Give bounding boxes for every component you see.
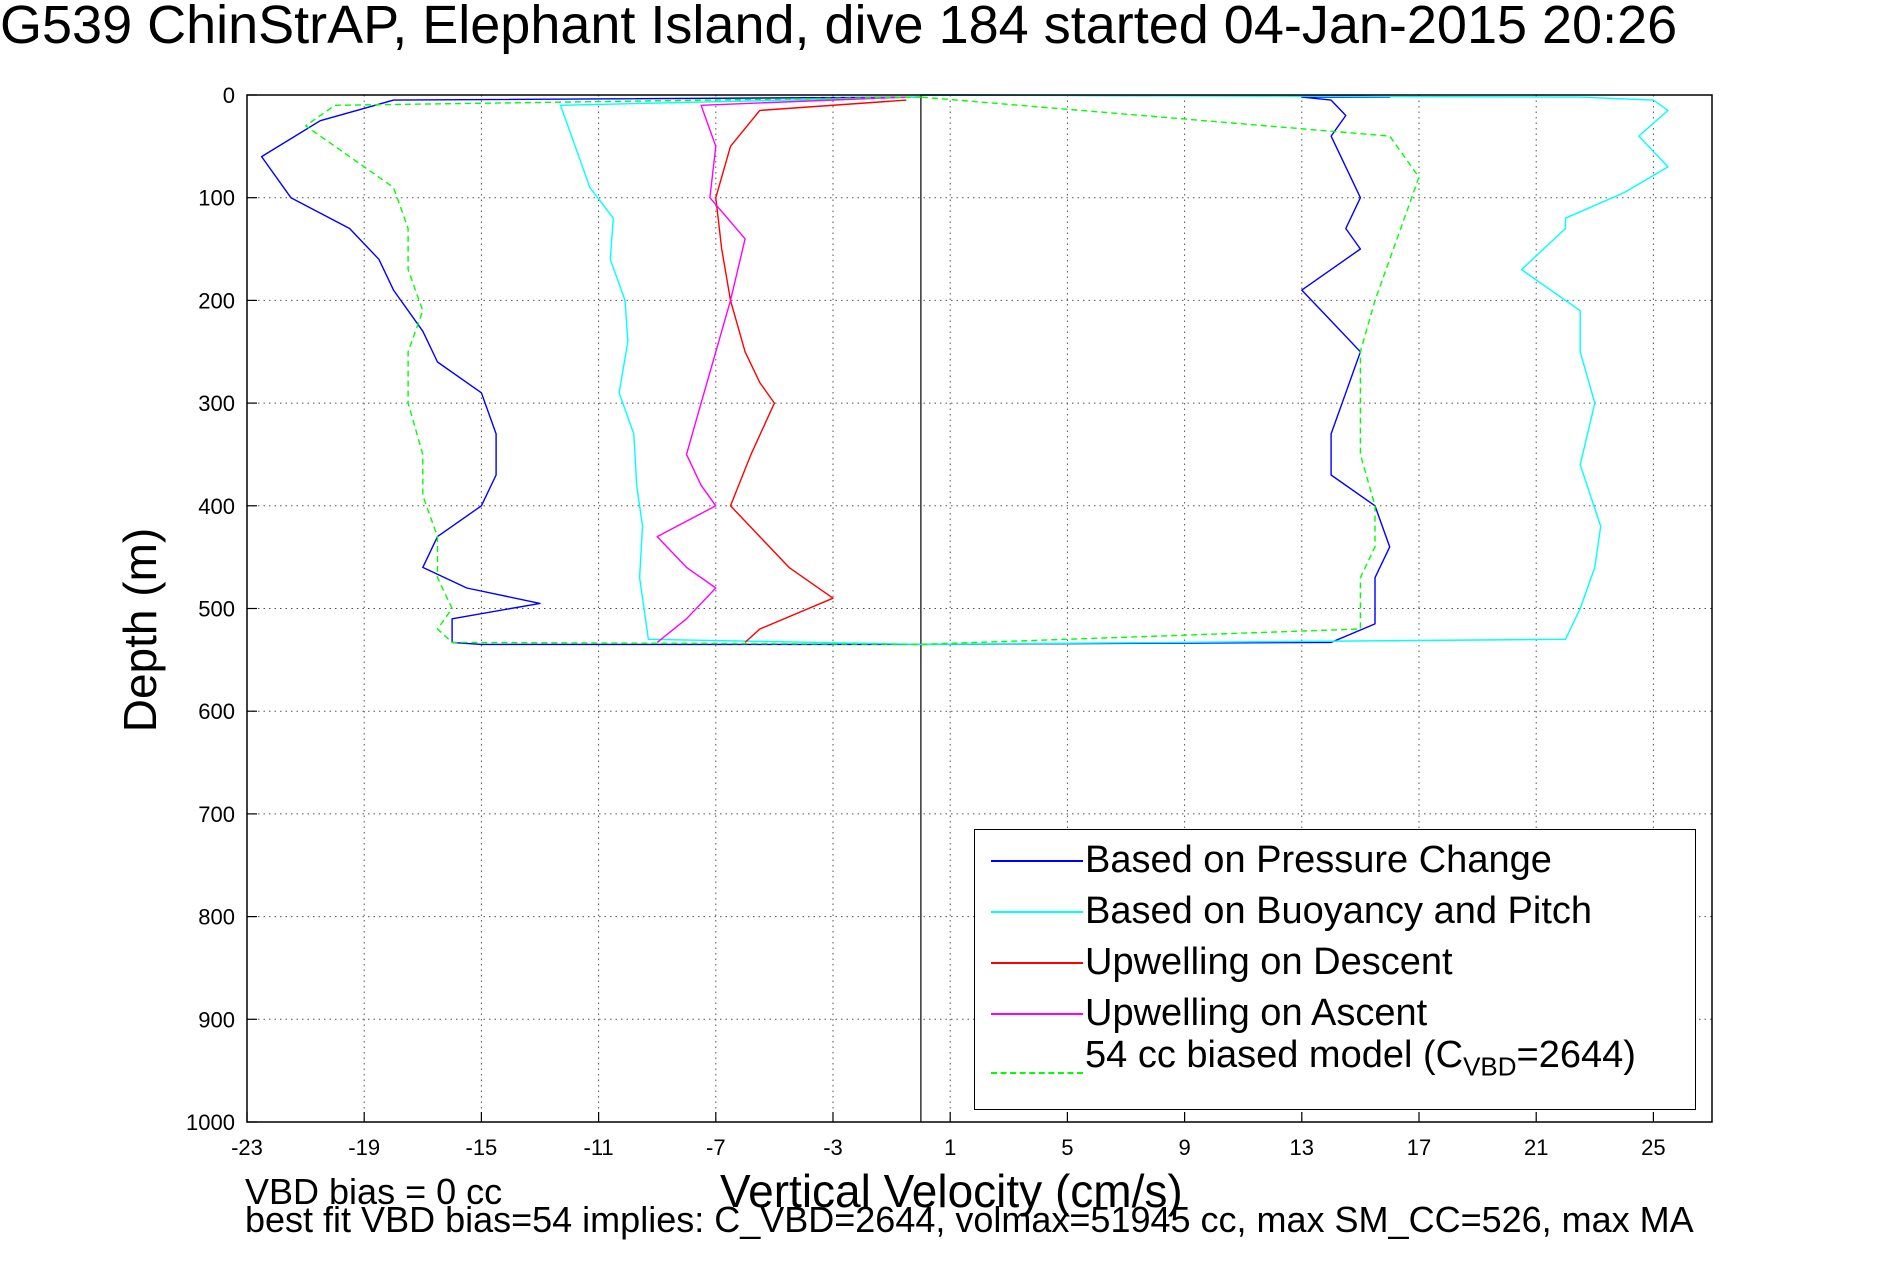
y-tick-label: 500: [198, 597, 235, 622]
x-tick-label: -11: [584, 1135, 614, 1160]
series-line-3: [715, 99, 907, 643]
y-tick-label: 600: [198, 699, 235, 724]
legend-swatch: [991, 1013, 1083, 1015]
x-tick-label: -3: [823, 1135, 843, 1160]
footer-best-fit: best fit VBD bias=54 implies: C_VBD=2644…: [245, 1199, 1694, 1240]
x-axis-label: Vertical Velocity (cm/s): [720, 1165, 1183, 1217]
x-tick-label: -23: [231, 1135, 263, 1160]
legend-item-1: Based on Pressure Change: [975, 835, 1695, 885]
legend-label: Based on Pressure Change: [1085, 839, 1552, 881]
y-axis-label: Depth (m): [114, 527, 166, 733]
y-tick-label: 300: [198, 391, 235, 416]
chart-legend: Based on Pressure Change Based on Buoyanc…: [974, 829, 1696, 1110]
y-tick-label: 1000: [186, 1110, 235, 1135]
legend-item-3: Upwelling on Descent: [975, 937, 1695, 987]
chart-title: G539 ChinStrAP, Elephant Island, dive 18…: [0, 0, 1678, 55]
x-tick-label: 17: [1407, 1135, 1431, 1160]
y-tick-label: 900: [198, 1007, 235, 1032]
y-tick-label: 0: [223, 83, 235, 108]
tick-labels: -23 -19 -15 -11 -7 -3 1 5 9 13 17 21 25 0 100 200 300 400…: [186, 83, 1666, 1160]
axes-frame: [246, 94, 1713, 1123]
x-tick-label: 25: [1641, 1135, 1665, 1160]
legend-item-5: 54 cc biased model (CVBD=2644): [975, 1030, 1695, 1082]
legend-swatch: [991, 911, 1083, 913]
x-tick-label: 21: [1524, 1135, 1548, 1160]
x-tick-label: -7: [706, 1135, 726, 1160]
series-line-1: [260, 94, 1391, 646]
y-tick-label: 200: [198, 288, 235, 313]
y-tick-label: 800: [198, 905, 235, 930]
series-line-4: [656, 96, 907, 643]
x-tick-label: -19: [348, 1135, 380, 1160]
x-tick-label: 13: [1290, 1135, 1314, 1160]
series-line-5: [304, 96, 1420, 646]
legend-label: Upwelling on Ascent: [1085, 992, 1428, 1034]
legend-swatch: [991, 1072, 1083, 1074]
series-layer: [260, 94, 1669, 646]
x-tick-label: 1: [944, 1135, 956, 1160]
legend-label: Based on Buoyancy and Pitch: [1085, 890, 1593, 932]
legend-label: Upwelling on Descent: [1085, 941, 1453, 983]
legend-swatch: [991, 860, 1083, 862]
y-tick-label: 100: [198, 186, 235, 211]
legend-swatch: [991, 962, 1083, 964]
x-tick-label: 5: [1061, 1135, 1073, 1160]
y-tick-label: 700: [198, 802, 235, 827]
legend-label: 54 cc biased model (CVBD=2644): [1085, 1034, 1636, 1082]
series-line-2: [559, 94, 1669, 646]
y-tick-label: 400: [198, 494, 235, 519]
legend-item-2: Based on Buoyancy and Pitch: [975, 886, 1695, 936]
x-tick-label: 9: [1178, 1135, 1190, 1160]
x-tick-label: -15: [466, 1135, 498, 1160]
legend-item-4: Upwelling on Ascent: [975, 988, 1695, 1038]
footer-vbd-bias: VBD bias = 0 cc: [245, 1171, 503, 1212]
